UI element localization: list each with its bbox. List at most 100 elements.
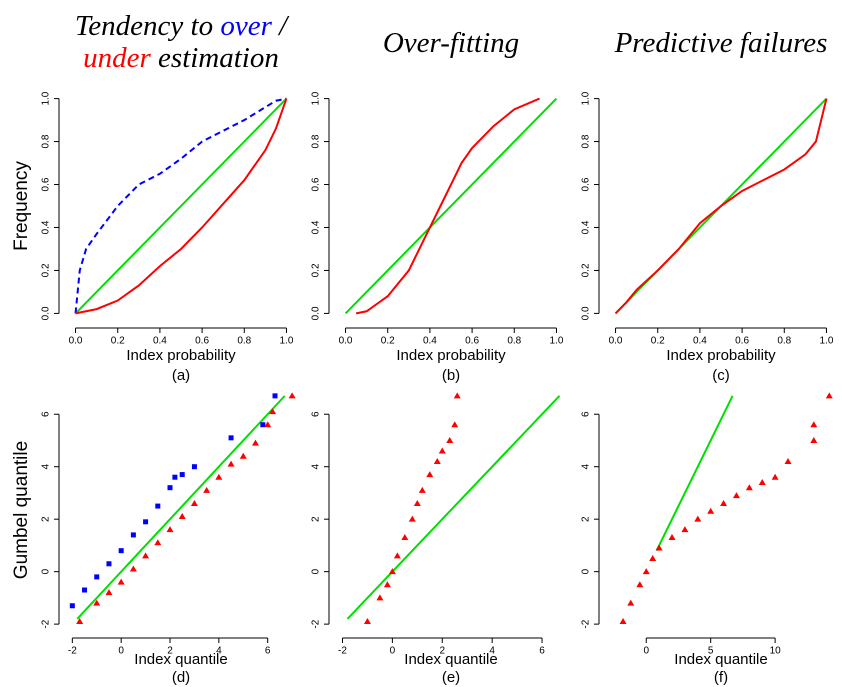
- point: [810, 436, 818, 443]
- x-tick-label: 5: [708, 646, 714, 657]
- x-tick-label: 0: [643, 646, 649, 657]
- point: [413, 499, 421, 506]
- x-tick-label: -2: [68, 646, 77, 657]
- x-tick-label: 0.0: [69, 336, 83, 347]
- point: [69, 603, 75, 609]
- x-tick-label: 6: [539, 646, 545, 657]
- point: [426, 471, 434, 478]
- point: [264, 421, 272, 428]
- x-axis-label: Index probability: [666, 347, 776, 364]
- point: [155, 503, 161, 509]
- x-axis-label: Index probability: [396, 347, 506, 364]
- point: [771, 473, 779, 480]
- x-tick-label: 0.8: [777, 336, 791, 347]
- y-tick-label: 0.2: [311, 263, 322, 277]
- x-tick-label: 0.4: [153, 336, 167, 347]
- series-line: [76, 395, 286, 620]
- y-tick-label: 6: [311, 411, 322, 417]
- y-tick-label: 0.0: [311, 306, 322, 320]
- y-tick-label: 0.2: [581, 263, 592, 277]
- y-tick-label: 4: [581, 463, 592, 469]
- point: [363, 618, 371, 625]
- point: [446, 436, 454, 443]
- point: [707, 507, 715, 514]
- y-tick-label: 1.0: [41, 91, 52, 105]
- point: [451, 421, 459, 428]
- y-tick-label: 1.0: [311, 91, 322, 105]
- y-axis-label: Gumbel quantile: [11, 441, 32, 579]
- x-axis-label: Index quantile: [404, 651, 497, 668]
- x-tick-label: 2: [439, 646, 445, 657]
- point: [191, 464, 197, 470]
- y-tick-label: 0.8: [581, 134, 592, 148]
- y-tick-label: 1.0: [581, 91, 592, 105]
- point: [117, 578, 125, 585]
- point: [94, 574, 100, 580]
- point: [668, 534, 676, 541]
- point: [694, 515, 702, 522]
- point: [227, 460, 235, 467]
- point: [269, 408, 277, 415]
- y-tick-label: 6: [41, 411, 52, 417]
- point: [732, 492, 740, 499]
- point: [203, 486, 211, 493]
- y-tick-label: -2: [581, 619, 592, 628]
- point: [393, 552, 401, 559]
- y-tick-label: 0.8: [41, 134, 52, 148]
- x-tick-label: 0.6: [465, 336, 479, 347]
- point: [166, 526, 174, 533]
- x-tick-label: 4: [216, 646, 222, 657]
- column-title: Predictive failures: [614, 27, 828, 59]
- y-tick-label: 0: [311, 568, 322, 574]
- point: [142, 552, 150, 559]
- point: [130, 532, 136, 538]
- subtitle: (c): [712, 367, 730, 384]
- series-line: [344, 97, 558, 315]
- series-line: [74, 97, 288, 315]
- x-tick-label: 0.2: [381, 336, 395, 347]
- point: [172, 474, 178, 480]
- x-tick-label: 0.4: [693, 336, 707, 347]
- point: [118, 548, 124, 554]
- x-axis-label: Index quantile: [134, 651, 227, 668]
- y-tick-label: 6: [581, 411, 592, 417]
- subtitle: (a): [172, 367, 190, 384]
- point: [154, 539, 162, 546]
- x-axis-label: Index quantile: [674, 651, 767, 668]
- point: [251, 439, 259, 446]
- point: [376, 594, 384, 601]
- x-tick-label: 0.0: [609, 336, 623, 347]
- point: [106, 561, 112, 567]
- title-part: estimation: [151, 42, 279, 74]
- series-line: [346, 395, 561, 620]
- point: [758, 478, 766, 485]
- subtitle: (d): [172, 669, 190, 686]
- series-line: [614, 98, 828, 315]
- x-axis-label: Index probability: [126, 347, 236, 364]
- x-tick-label: 0.6: [735, 336, 749, 347]
- column-title: Over-fitting: [383, 27, 519, 59]
- x-tick-label: 0: [390, 646, 396, 657]
- x-tick-label: 0.2: [111, 336, 125, 347]
- y-tick-label: -2: [41, 619, 52, 628]
- column-title: Tendency to over /: [75, 10, 290, 42]
- y-axis-label: Frequency: [11, 161, 32, 251]
- point: [642, 568, 650, 575]
- point: [418, 486, 426, 493]
- y-tick-label: 0.6: [41, 177, 52, 191]
- x-tick-label: 1.0: [280, 336, 294, 347]
- x-tick-label: 1.0: [550, 336, 564, 347]
- point: [627, 599, 635, 606]
- title-part: Over-fitting: [383, 27, 519, 59]
- y-tick-label: 0.0: [41, 306, 52, 320]
- point: [179, 472, 185, 478]
- point: [810, 421, 818, 428]
- point: [433, 457, 441, 464]
- title-part: /: [272, 10, 290, 42]
- point: [143, 519, 149, 525]
- point: [388, 568, 396, 575]
- point: [636, 581, 644, 588]
- point: [745, 484, 753, 491]
- x-tick-label: 0: [118, 646, 124, 657]
- series-line: [655, 395, 734, 552]
